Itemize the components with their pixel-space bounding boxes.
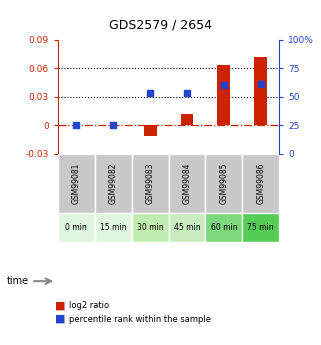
Text: 60 min: 60 min	[211, 223, 237, 232]
Bar	[205, 213, 242, 242]
Bar	[169, 154, 205, 213]
Point	[258, 81, 263, 87]
Text: GSM99081: GSM99081	[72, 162, 81, 204]
Bar	[242, 154, 279, 213]
Point	[147, 90, 153, 96]
Text: 15 min: 15 min	[100, 223, 126, 232]
Text: GSM99082: GSM99082	[108, 162, 118, 204]
Point	[221, 82, 226, 88]
Text: 45 min: 45 min	[174, 223, 200, 232]
Point	[184, 90, 189, 96]
Bar	[143, 125, 157, 136]
Point	[74, 122, 79, 128]
Text: log2 ratio: log2 ratio	[69, 301, 109, 310]
Text: 30 min: 30 min	[137, 223, 163, 232]
Bar	[132, 213, 169, 242]
Bar	[242, 213, 279, 242]
Bar	[169, 213, 205, 242]
Point	[110, 122, 116, 128]
Bar	[217, 65, 230, 125]
Text: time: time	[6, 276, 29, 286]
Bar	[254, 57, 267, 125]
Text: GDS2579 / 2654: GDS2579 / 2654	[109, 19, 212, 32]
Text: GSM99086: GSM99086	[256, 162, 265, 204]
Bar	[95, 154, 132, 213]
Text: GSM99085: GSM99085	[219, 162, 229, 204]
Bar	[95, 213, 132, 242]
Text: GSM99083: GSM99083	[145, 162, 155, 204]
Bar	[58, 154, 95, 213]
Bar	[180, 114, 194, 125]
Bar	[132, 154, 169, 213]
Text: GSM99084: GSM99084	[182, 162, 192, 204]
Text: 75 min: 75 min	[247, 223, 274, 232]
Text: percentile rank within the sample: percentile rank within the sample	[69, 315, 211, 324]
Text: ■: ■	[55, 300, 65, 310]
Bar	[205, 154, 242, 213]
Bar	[58, 213, 95, 242]
Text: 0 min: 0 min	[65, 223, 87, 232]
Text: ■: ■	[55, 314, 65, 324]
